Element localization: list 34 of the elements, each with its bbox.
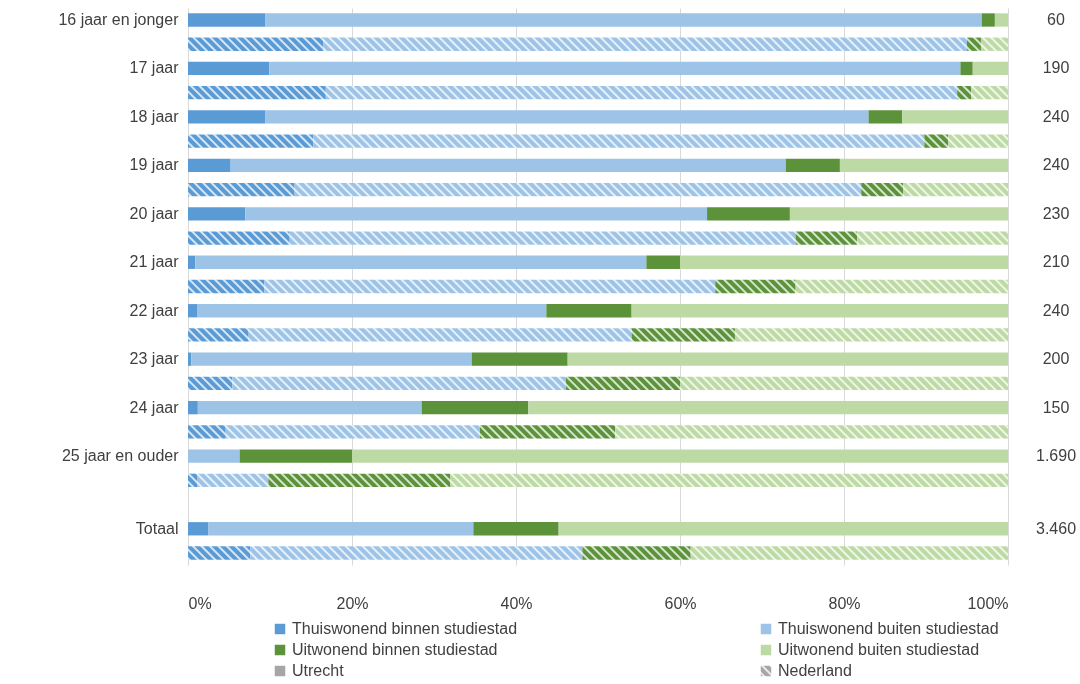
text: 150: [1042, 398, 1070, 416]
y-tick-label: 20 jaar: [129, 204, 180, 222]
text: 190: [1042, 59, 1070, 77]
legend-label: Nederland: [778, 662, 852, 679]
text: 240: [1042, 107, 1070, 125]
x-tick-label: 60%: [664, 594, 697, 612]
legend-label: Thuiswonend buiten studiestad: [778, 620, 999, 637]
text: 3.460: [1035, 519, 1077, 537]
text: 60: [1047, 10, 1065, 28]
x-tick-label: 0%: [188, 594, 212, 612]
legend-label: Utrecht: [292, 662, 345, 679]
x-tick-label: 80%: [828, 594, 861, 612]
y-tick-label: 23 jaar: [129, 350, 180, 368]
text: 200: [1042, 350, 1070, 368]
y-tick-label: 19 jaar: [129, 156, 180, 174]
y-tick-label: 22 jaar: [129, 301, 180, 319]
y-tick-label: 18 jaar: [129, 107, 180, 125]
y-tick-label: 16 jaar en jonger: [58, 10, 180, 28]
legend-label: Thuiswonend binnen studiestad: [292, 620, 518, 637]
y-tick-label: 17 jaar: [129, 59, 180, 77]
legend-label: Uitwonend buiten studiestad: [778, 641, 980, 658]
x-tick-label: 100%: [967, 594, 1009, 612]
text: 230: [1042, 204, 1070, 222]
text: 240: [1042, 301, 1070, 319]
y-tick-label: 24 jaar: [129, 398, 180, 416]
x-tick-label: 20%: [336, 594, 369, 612]
x-tick-label: 40%: [500, 594, 533, 612]
y-tick-label: Totaal: [135, 519, 179, 537]
text: 240: [1042, 156, 1070, 174]
y-tick-label: 21 jaar: [129, 253, 180, 271]
text: 1.690: [1035, 447, 1077, 465]
text: 210: [1042, 253, 1070, 271]
y-tick-label: 25 jaar en ouder: [61, 447, 180, 465]
legend-label: Uitwonend binnen studiestad: [292, 641, 498, 658]
